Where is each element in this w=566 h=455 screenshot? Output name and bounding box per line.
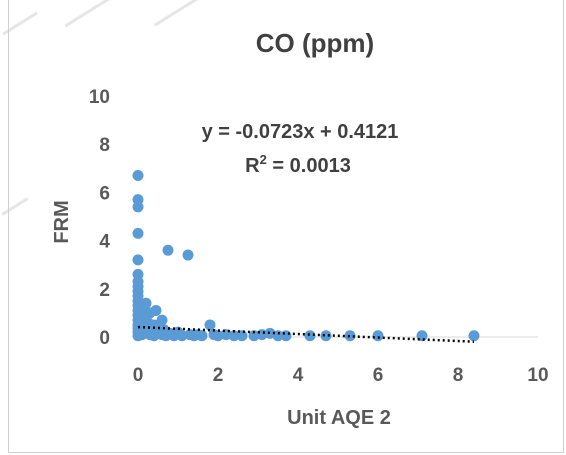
r-squared-label: R2 = 0.0013 (245, 152, 351, 177)
y-axis-title: FRM (51, 200, 73, 243)
data-point (132, 227, 144, 239)
y-tick-label: 6 (99, 183, 110, 204)
x-tick-label: 10 (527, 365, 548, 386)
data-point (196, 330, 208, 342)
x-tick-label: 0 (133, 365, 144, 386)
y-tick-label: 8 (99, 135, 110, 156)
data-point (236, 330, 248, 342)
data-point (204, 319, 216, 331)
y-tick-label: 10 (89, 87, 110, 108)
y-tick-label: 2 (99, 280, 110, 301)
y-axis-ticks: 0 2 4 6 8 10 (89, 87, 111, 349)
trendline-equation: y = -0.0723x + 0.4121 (202, 121, 399, 143)
data-points (132, 170, 480, 342)
data-point (156, 314, 168, 326)
data-point (132, 201, 144, 213)
data-point (280, 330, 292, 342)
data-point (304, 330, 316, 342)
data-point (132, 170, 144, 182)
x-tick-label: 8 (453, 365, 464, 386)
data-point (132, 254, 144, 266)
data-point (320, 330, 332, 342)
x-tick-label: 4 (293, 365, 304, 386)
x-tick-label: 2 (213, 365, 224, 386)
chart-border (8, 0, 564, 453)
data-point (272, 330, 284, 342)
trendline (137, 325, 475, 343)
data-point (228, 330, 240, 342)
y-tick-label: 0 (99, 328, 110, 349)
data-point (182, 249, 194, 261)
data-point (140, 297, 152, 309)
x-tick-label: 6 (373, 365, 384, 386)
data-point (344, 330, 356, 342)
chart-title: CO (ppm) (256, 28, 374, 58)
data-point (162, 244, 174, 256)
data-point (372, 330, 384, 342)
y-tick-label: 4 (99, 232, 110, 253)
x-axis-ticks: 0 2 4 6 8 10 (133, 365, 549, 386)
data-point (150, 304, 162, 316)
data-point (468, 330, 480, 342)
x-axis-title: Unit AQE 2 (287, 407, 391, 429)
